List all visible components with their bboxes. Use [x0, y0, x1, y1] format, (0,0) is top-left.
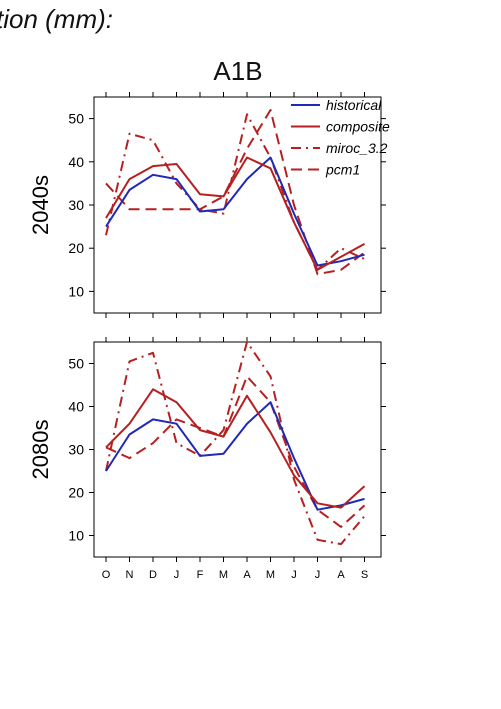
series-line-composite: [105, 156, 365, 271]
x-tick-label: A: [337, 569, 345, 581]
legend-label: historical: [326, 97, 382, 113]
series-line-pcm1: [105, 109, 366, 276]
legend-label: miroc_3.2: [326, 140, 388, 156]
figure-heading: tion (mm):: [0, 4, 113, 34]
y-tick-label: 10: [68, 283, 84, 299]
x-tick-label: A: [243, 569, 251, 581]
legend-label: composite: [326, 119, 390, 135]
series-line-composite: [105, 388, 366, 509]
x-tick-label: N: [126, 569, 134, 581]
x-tick-label: J: [174, 569, 180, 581]
y-tick-label: 40: [68, 399, 84, 415]
scenario-title: A1B: [213, 56, 263, 86]
series-line-historical: [105, 156, 365, 267]
x-tick-label: S: [361, 569, 368, 581]
x-tick-label: O: [102, 569, 111, 581]
y-tick-label: 50: [68, 356, 84, 372]
series-line-pcm1: [105, 375, 366, 528]
x-tick-label: D: [149, 569, 157, 581]
y-tick-label: 20: [68, 485, 84, 501]
series-line-historical: [105, 401, 365, 511]
y-tick-label: 10: [68, 528, 84, 544]
x-tick-label: M: [266, 569, 275, 581]
y-tick-label: 30: [68, 197, 84, 213]
x-tick-label: J: [315, 569, 321, 581]
panel-label: 2080s: [28, 420, 53, 480]
y-tick-label: 20: [68, 240, 84, 256]
x-tick-label: F: [197, 569, 204, 581]
y-tick-label: 50: [68, 111, 84, 127]
x-tick-label: J: [291, 569, 297, 581]
x-tick-label: M: [219, 569, 228, 581]
series-line-miroc-3-2: [105, 341, 366, 546]
y-tick-label: 30: [68, 442, 84, 458]
series-line-miroc-3-2: [105, 113, 365, 271]
y-tick-label: 40: [68, 154, 84, 170]
panel-label: 2040s: [28, 175, 53, 235]
legend-label: pcm1: [325, 162, 360, 178]
